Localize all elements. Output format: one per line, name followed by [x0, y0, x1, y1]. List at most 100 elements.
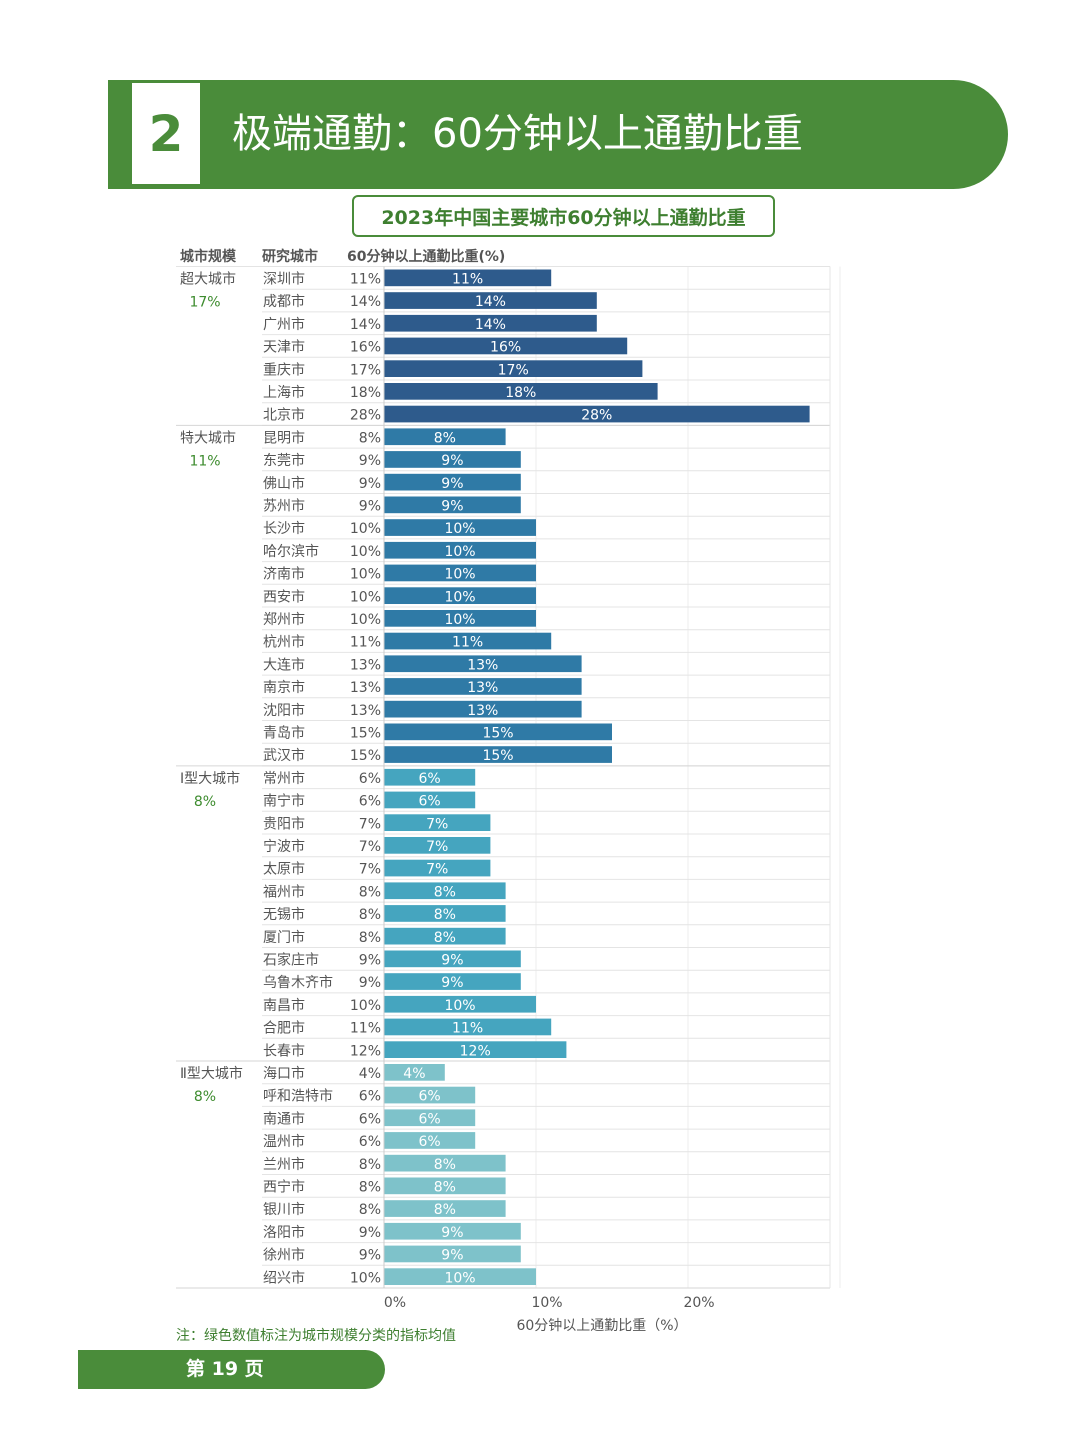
city-label: 南昌市: [263, 997, 305, 1014]
value-label: 9%: [359, 476, 381, 492]
bar-data-label: 8%: [434, 430, 456, 446]
x-axis-title: 60分钟以上通勤比重（%）: [516, 1317, 687, 1334]
bar: [384, 405, 810, 423]
bar: [384, 314, 597, 332]
value-label: 4%: [359, 1066, 381, 1082]
value-label: 11%: [350, 272, 381, 288]
bar: [384, 768, 476, 786]
city-label: 厦门市: [263, 929, 305, 946]
value-label: 18%: [350, 385, 381, 401]
bar: [384, 1200, 506, 1217]
city-label: 呼和浩特市: [263, 1088, 333, 1105]
bar-data-label: 11%: [452, 635, 483, 651]
bar-data-label: 9%: [441, 953, 463, 969]
value-label: 11%: [350, 635, 381, 651]
bar: [384, 292, 597, 309]
bar: [384, 632, 552, 650]
page-number-bar: 第 19 页: [78, 1350, 385, 1389]
section-title: 极端通勤：60分钟以上通勤比重: [232, 111, 803, 157]
city-label: 温州市: [263, 1133, 305, 1150]
section-number: 2: [132, 83, 200, 184]
chart-title: 2023年中国主要城市60分钟以上通勤比重: [352, 195, 775, 237]
value-label: 8%: [359, 907, 381, 923]
bar-data-label: 11%: [452, 272, 483, 288]
value-label: 14%: [350, 317, 381, 333]
bar: [384, 1041, 567, 1058]
bar-data-label: 7%: [426, 816, 448, 832]
bar-data-label: 8%: [434, 1180, 456, 1196]
bar: [384, 1018, 552, 1036]
bar-data-label: 9%: [441, 476, 463, 492]
value-label: 7%: [359, 816, 381, 832]
bar-data-label: 8%: [434, 1157, 456, 1173]
bar: [384, 1109, 476, 1127]
value-label: 10%: [350, 612, 381, 628]
city-label: 宁波市: [263, 838, 305, 855]
value-label: 6%: [359, 1089, 381, 1105]
bar: [384, 837, 491, 854]
bar-data-label: 10%: [444, 544, 475, 560]
x-tick-label: 20%: [683, 1295, 714, 1311]
city-label: 南京市: [263, 679, 305, 696]
bar: [384, 1154, 506, 1172]
value-label: 10%: [350, 567, 381, 583]
city-label: 北京市: [263, 407, 305, 424]
bar-data-label: 10%: [444, 612, 475, 628]
bar-data-label: 17%: [498, 362, 529, 378]
group-label: 超大城市: [180, 271, 236, 288]
city-label: 南宁市: [263, 793, 305, 810]
bar: [384, 1132, 476, 1149]
bar: [384, 564, 536, 582]
group-mean-label: 11%: [189, 453, 220, 469]
value-label: 15%: [350, 726, 381, 742]
city-label: 洛阳市: [263, 1224, 305, 1241]
group-mean-label: 8%: [194, 1089, 216, 1105]
bar-data-label: 9%: [441, 1225, 463, 1241]
bar-data-label: 13%: [467, 680, 498, 696]
section-banner: 2 极端通勤：60分钟以上通勤比重: [108, 80, 1008, 189]
city-label: 银川市: [263, 1201, 305, 1218]
x-tick-label: 0%: [384, 1295, 406, 1311]
value-label: 10%: [350, 1270, 381, 1286]
city-label: 石家庄市: [263, 952, 319, 969]
value-label: 6%: [359, 771, 381, 787]
bar-data-label: 15%: [482, 726, 513, 742]
group-label: Ⅰ型大城市: [180, 770, 240, 787]
city-label: 济南市: [263, 566, 305, 583]
bar-data-label: 4%: [403, 1066, 425, 1082]
value-label: 13%: [350, 680, 381, 696]
bar: [384, 383, 658, 400]
bar: [384, 723, 612, 741]
city-label: 乌鲁木齐市: [263, 974, 333, 991]
city-label: 海口市: [263, 1065, 305, 1082]
bar-data-label: 10%: [444, 567, 475, 583]
column-header-group: 城市规模: [180, 249, 236, 265]
bar: [384, 337, 628, 355]
bar: [384, 541, 536, 559]
bar-data-label: 28%: [581, 408, 612, 424]
bar: [384, 927, 506, 945]
footnote: 注：绿色数值标注为城市规模分类的指标均值: [176, 1328, 456, 1344]
city-label: 西宁市: [263, 1179, 305, 1196]
city-label: 天津市: [263, 339, 305, 356]
value-label: 8%: [359, 1202, 381, 1218]
city-label: 郑州市: [263, 611, 305, 628]
value-label: 16%: [350, 340, 381, 356]
bar: [384, 610, 536, 627]
bar-data-label: 9%: [441, 1248, 463, 1264]
group-label: Ⅱ型大城市: [180, 1065, 243, 1082]
bar-data-label: 11%: [452, 1021, 483, 1037]
value-label: 13%: [350, 657, 381, 673]
bar: [384, 519, 536, 536]
city-label: 沈阳市: [263, 702, 305, 719]
value-label: 8%: [359, 1180, 381, 1196]
city-label: 广州市: [263, 316, 305, 333]
city-label: 苏州市: [263, 498, 305, 515]
value-label: 9%: [359, 953, 381, 969]
city-label: 哈尔滨市: [263, 543, 319, 560]
value-label: 8%: [359, 884, 381, 900]
city-label: 长沙市: [263, 520, 305, 537]
bar: [384, 700, 582, 718]
bar: [384, 269, 552, 287]
city-label: 南通市: [263, 1110, 305, 1127]
